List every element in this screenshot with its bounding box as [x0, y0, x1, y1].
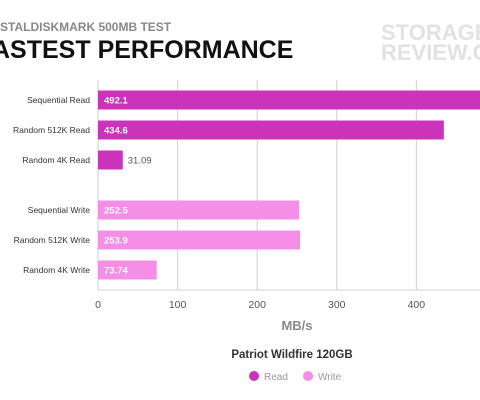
bar-random-512k-read: [98, 120, 444, 140]
bar-random-512k-write: [98, 230, 301, 250]
legend-swatch-read: [249, 371, 259, 381]
grid-lines: [97, 80, 480, 291]
category-label: Sequential Read: [27, 95, 90, 105]
category-label: Random 512K Read: [13, 125, 90, 135]
category-label: Sequential Write: [28, 205, 90, 215]
legend: Read Write: [249, 371, 342, 383]
legend-label-read: Read: [264, 372, 288, 383]
storagereview-logo: STORAGE REVIEW.COM: [381, 20, 480, 65]
category-label: Random 512K Write: [14, 235, 91, 245]
bar-sequential-write: [98, 200, 299, 220]
x-tick-label: 200: [248, 299, 266, 311]
legend-swatch-write: [303, 371, 313, 381]
x-tick-label: 0: [95, 299, 101, 311]
data-label: 492.1: [104, 96, 128, 107]
plot-area: [98, 80, 480, 290]
data-label: 434.6: [104, 126, 128, 137]
data-label: 73.74: [104, 266, 128, 277]
logo-line1: STORAGE: [381, 20, 480, 45]
data-label: 253.9: [104, 236, 128, 247]
bar-random-4k-write: [98, 260, 157, 280]
bar-sequential-read: [98, 90, 480, 110]
category-label: Random 4K Read: [22, 155, 90, 165]
data-label: 31.09: [128, 156, 152, 167]
chart-title: ASTEST PERFORMANCE: [0, 36, 293, 64]
data-label: 252.5: [104, 206, 128, 217]
x-tick-label: 100: [169, 299, 187, 311]
x-tick-label: 400: [408, 299, 426, 311]
x-axis-label: MB/s: [281, 318, 312, 333]
logo-line2: REVIEW.COM: [381, 40, 480, 65]
category-labels: Sequential Read Random 512K Read Random 4K…: [13, 95, 90, 275]
x-tick-label: 300: [328, 299, 346, 311]
category-label: Random 4K Write: [23, 265, 90, 275]
x-tick-labels: 0 100 200 300 400: [95, 299, 425, 311]
bar-random-4k-read: [98, 150, 123, 170]
chart-supertitle: YSTALDISKMARK 500MB TEST: [0, 20, 172, 34]
legend-label-write: Write: [318, 372, 342, 383]
legend-title: Patriot Wildfire 120GB: [231, 349, 352, 361]
bars: 492.1 434.6 31.09 252.5 253.9 73.74: [98, 90, 480, 280]
